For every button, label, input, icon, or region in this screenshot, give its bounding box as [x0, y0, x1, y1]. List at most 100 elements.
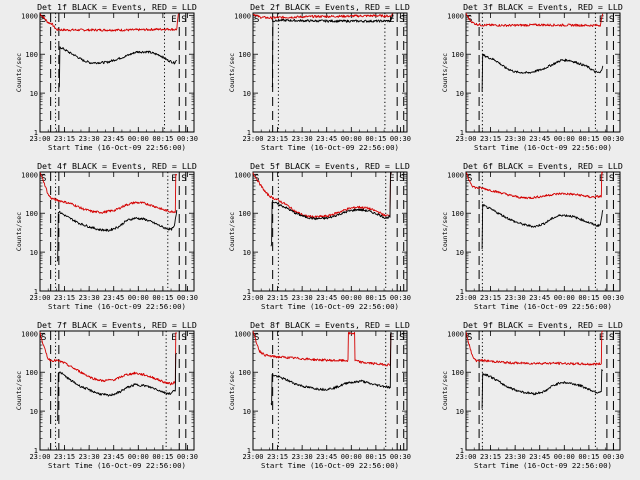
lld-series-line — [39, 13, 179, 32]
x-tick-label: 00:30 — [390, 135, 411, 143]
start-marker-label: S — [467, 174, 472, 184]
saa-marker-label: S — [181, 333, 186, 343]
y-tick-label: 1000 — [234, 171, 251, 179]
x-tick-label: 23:15 — [267, 135, 288, 143]
x-tick-label: 23:45 — [316, 294, 337, 302]
events-series-line — [481, 203, 604, 250]
x-tick-label: 23:00 — [242, 294, 263, 302]
y-tick-label: 100 — [25, 51, 38, 59]
start-marker-label: S — [254, 333, 259, 343]
end-marker-label: E — [171, 174, 176, 184]
panel-title: Det 4f BLACK = Events, RED = LLD — [37, 161, 197, 171]
x-axis-label: Start Time (16-Oct-09 22:56:00) — [48, 302, 186, 311]
y-tick-label: 1 — [460, 129, 464, 137]
plot-frame — [465, 330, 621, 451]
lld-series-line — [465, 171, 604, 200]
detector-panel-4: Det 4f BLACK = Events, RED = LLD 1 10 100 10… — [15, 161, 198, 311]
x-tick-label: 23:15 — [480, 294, 501, 302]
detector-panel-6: Det 6f BLACK = Events, RED = LLD 1 10 100 10… — [441, 161, 624, 311]
x-tick-label: 23:45 — [316, 453, 337, 461]
x-tick-label: 23:00 — [29, 294, 50, 302]
y-tick-label: 10 — [456, 249, 464, 257]
x-tick-label: 23:15 — [267, 294, 288, 302]
events-series-line — [481, 369, 603, 409]
y-tick-label: 1000 — [21, 171, 38, 179]
events-series-line — [58, 46, 178, 88]
panel-title: Det 7f BLACK = Events, RED = LLD — [37, 320, 197, 330]
x-tick-label: 00:30 — [177, 294, 198, 302]
x-tick-label: 23:00 — [242, 135, 263, 143]
end-marker-label: E — [389, 333, 394, 343]
y-tick-label: 100 — [238, 369, 251, 377]
detector-panel-1: Det 1f BLACK = Events, RED = LLD 1 10 100 10… — [15, 2, 198, 152]
x-tick-label: 00:15 — [578, 453, 599, 461]
events-series-line — [481, 53, 604, 92]
y-axis-label: Counts/sec — [228, 371, 236, 410]
events-series-line — [56, 210, 178, 262]
y-tick-label: 1 — [34, 447, 38, 455]
x-axis-label: Start Time (16-Oct-09 22:56:00) — [474, 302, 612, 311]
detector-panel-2: Det 2f BLACK = Events, RED = LLD 1 10 100 10… — [228, 2, 411, 152]
events-series-line — [56, 353, 177, 422]
y-axis-label: Counts/sec — [15, 371, 23, 410]
y-tick-label: 100 — [25, 210, 38, 218]
x-tick-label: 23:15 — [54, 135, 75, 143]
y-tick-label: 1000 — [234, 330, 251, 338]
x-axis-label: Start Time (16-Oct-09 22:56:00) — [474, 461, 612, 470]
x-tick-label: 23:45 — [529, 453, 550, 461]
y-tick-label: 10 — [456, 90, 464, 98]
plot-frame — [465, 171, 621, 292]
x-tick-label: 00:00 — [341, 135, 362, 143]
y-tick-label: 100 — [238, 51, 251, 59]
panel-title: Det 9f BLACK = Events, RED = LLD — [463, 320, 623, 330]
x-tick-label: 23:00 — [455, 294, 476, 302]
lld-series-line — [465, 12, 604, 27]
x-tick-label: 00:15 — [365, 135, 386, 143]
end-marker-label: E — [389, 15, 394, 25]
x-tick-label: 00:00 — [554, 453, 575, 461]
x-tick-label: 23:45 — [316, 135, 337, 143]
y-axis-label: Counts/sec — [441, 212, 449, 251]
saa-marker-label: S — [609, 15, 614, 25]
plot-frame — [39, 171, 195, 292]
panel-title: Det 1f BLACK = Events, RED = LLD — [37, 2, 197, 12]
y-tick-label: 1 — [460, 288, 464, 296]
x-tick-label: 23:00 — [455, 453, 476, 461]
detector-panel-5: Det 5f BLACK = Events, RED = LLD 1 10 100 10… — [228, 161, 411, 311]
x-axis-label: Start Time (16-Oct-09 22:56:00) — [48, 461, 186, 470]
lld-series-line — [39, 172, 178, 214]
y-tick-label: 100 — [238, 210, 251, 218]
y-axis-label: Counts/sec — [441, 53, 449, 92]
start-marker-label: S — [41, 15, 46, 25]
y-tick-label: 100 — [451, 369, 464, 377]
y-axis-label: Counts/sec — [228, 212, 236, 251]
x-tick-label: 23:45 — [529, 294, 550, 302]
y-tick-label: 1000 — [447, 12, 464, 20]
x-tick-label: 23:15 — [54, 453, 75, 461]
panel-title: Det 6f BLACK = Events, RED = LLD — [463, 161, 623, 171]
plot-frame — [39, 330, 195, 451]
end-marker-label: E — [171, 333, 176, 343]
detector-panel-8: Det 8f BLACK = Events, RED = LLD 1 10 100 10… — [228, 320, 411, 470]
y-axis-label: Counts/sec — [228, 53, 236, 92]
x-tick-label: 23:15 — [267, 453, 288, 461]
y-tick-label: 1000 — [447, 330, 464, 338]
x-tick-label: 23:15 — [480, 135, 501, 143]
x-axis-label: Start Time (16-Oct-09 22:56:00) — [261, 461, 399, 470]
detector-panel-3: Det 3f BLACK = Events, RED = LLD 1 10 100 10… — [441, 2, 624, 152]
lld-series-line — [465, 330, 604, 366]
events-series-line — [270, 171, 392, 247]
x-tick-label: 23:45 — [103, 135, 124, 143]
x-tick-label: 23:30 — [292, 135, 313, 143]
x-tick-label: 23:45 — [103, 453, 124, 461]
y-tick-label: 100 — [451, 51, 464, 59]
x-tick-label: 23:15 — [480, 453, 501, 461]
x-tick-label: 23:00 — [455, 135, 476, 143]
x-tick-label: 00:00 — [128, 453, 149, 461]
y-tick-label: 10 — [243, 249, 251, 257]
lld-series-line — [252, 331, 392, 367]
x-tick-label: 23:30 — [505, 453, 526, 461]
plot-frame — [39, 12, 195, 133]
y-tick-label: 1 — [34, 288, 38, 296]
